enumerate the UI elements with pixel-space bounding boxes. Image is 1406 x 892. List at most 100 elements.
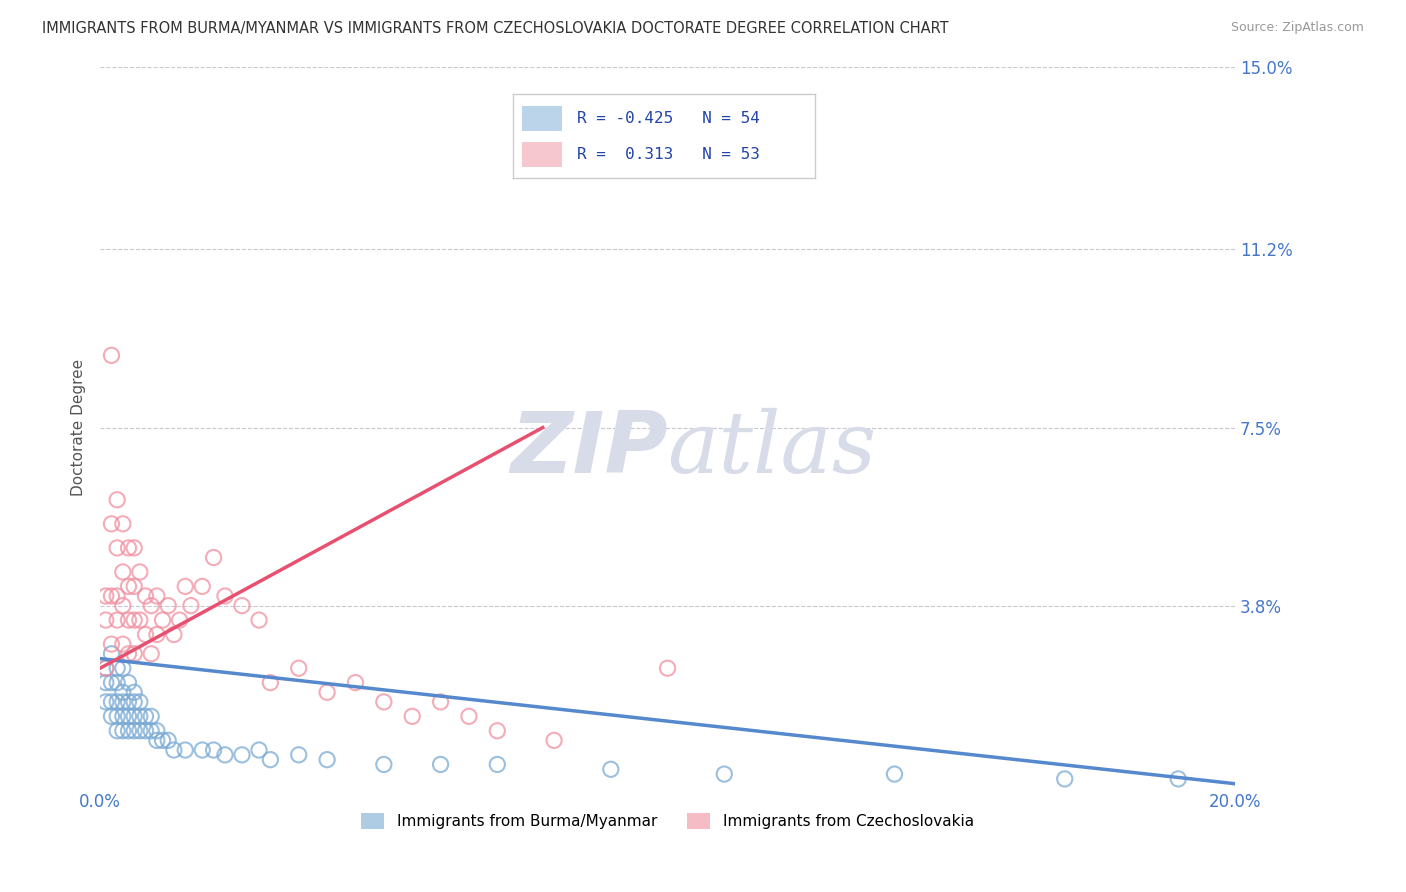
Point bbox=[100, 516, 122, 531]
Point bbox=[543, 733, 565, 747]
Text: R =  0.313   N = 53: R = 0.313 N = 53 bbox=[576, 147, 759, 162]
Point bbox=[373, 695, 395, 709]
Point bbox=[287, 747, 309, 762]
Point bbox=[117, 541, 139, 555]
Point bbox=[163, 627, 186, 641]
Point bbox=[111, 637, 134, 651]
Text: Source: ZipAtlas.com: Source: ZipAtlas.com bbox=[1230, 21, 1364, 34]
Point bbox=[135, 627, 157, 641]
Point bbox=[135, 709, 157, 723]
Y-axis label: Doctorate Degree: Doctorate Degree bbox=[72, 359, 86, 496]
Point bbox=[117, 675, 139, 690]
Point bbox=[128, 723, 150, 738]
Point bbox=[146, 627, 169, 641]
Point bbox=[141, 647, 163, 661]
Point bbox=[135, 589, 157, 603]
Point bbox=[111, 695, 134, 709]
Point bbox=[117, 695, 139, 709]
Point bbox=[122, 695, 145, 709]
Point bbox=[100, 637, 122, 651]
Point bbox=[247, 613, 270, 627]
Point bbox=[146, 589, 169, 603]
Point bbox=[259, 753, 281, 767]
Point bbox=[191, 743, 214, 757]
Point bbox=[316, 753, 339, 767]
Point bbox=[157, 733, 180, 747]
Point bbox=[287, 661, 309, 675]
Point bbox=[94, 589, 117, 603]
Point bbox=[191, 579, 214, 593]
Point bbox=[174, 743, 197, 757]
Point bbox=[117, 709, 139, 723]
Bar bbox=[522, 105, 561, 131]
Point bbox=[122, 613, 145, 627]
Point bbox=[883, 767, 905, 781]
Point bbox=[94, 675, 117, 690]
Point bbox=[105, 589, 128, 603]
Point bbox=[259, 675, 281, 690]
Point bbox=[214, 747, 236, 762]
Point bbox=[214, 589, 236, 603]
Point bbox=[122, 709, 145, 723]
Point bbox=[180, 599, 202, 613]
Point bbox=[174, 579, 197, 593]
Point bbox=[713, 767, 735, 781]
Text: R = -0.425   N = 54: R = -0.425 N = 54 bbox=[576, 111, 759, 126]
Point bbox=[486, 757, 509, 772]
Point bbox=[100, 348, 122, 362]
Point bbox=[94, 661, 117, 675]
Point bbox=[100, 589, 122, 603]
Point bbox=[122, 579, 145, 593]
Point bbox=[122, 647, 145, 661]
Point bbox=[105, 675, 128, 690]
Point bbox=[152, 733, 174, 747]
Point bbox=[169, 613, 191, 627]
Point bbox=[231, 747, 253, 762]
Point bbox=[94, 661, 117, 675]
Point bbox=[111, 661, 134, 675]
Point bbox=[202, 550, 225, 565]
Point bbox=[94, 613, 117, 627]
Point bbox=[486, 723, 509, 738]
Text: IMMIGRANTS FROM BURMA/MYANMAR VS IMMIGRANTS FROM CZECHOSLOVAKIA DOCTORATE DEGREE: IMMIGRANTS FROM BURMA/MYANMAR VS IMMIGRA… bbox=[42, 21, 949, 36]
Point bbox=[117, 647, 139, 661]
Bar bbox=[522, 142, 561, 168]
Point bbox=[100, 709, 122, 723]
Point bbox=[105, 661, 128, 675]
Point bbox=[146, 733, 169, 747]
Point bbox=[429, 757, 451, 772]
Point bbox=[117, 723, 139, 738]
Point bbox=[117, 579, 139, 593]
Point bbox=[373, 757, 395, 772]
Point bbox=[111, 516, 134, 531]
Text: ZIP: ZIP bbox=[510, 408, 668, 491]
Point bbox=[105, 613, 128, 627]
Point bbox=[94, 695, 117, 709]
Point bbox=[100, 647, 122, 661]
Point bbox=[105, 695, 128, 709]
Point bbox=[128, 565, 150, 579]
Point bbox=[429, 695, 451, 709]
Point bbox=[657, 661, 679, 675]
Point bbox=[105, 541, 128, 555]
Point bbox=[231, 599, 253, 613]
Point bbox=[599, 762, 621, 776]
Point bbox=[128, 613, 150, 627]
Point bbox=[152, 613, 174, 627]
Point bbox=[122, 723, 145, 738]
Point bbox=[202, 743, 225, 757]
Point bbox=[316, 685, 339, 699]
Point bbox=[111, 599, 134, 613]
Point bbox=[141, 723, 163, 738]
Point bbox=[401, 709, 423, 723]
Point bbox=[122, 685, 145, 699]
Point bbox=[163, 743, 186, 757]
Point bbox=[247, 743, 270, 757]
Point bbox=[111, 565, 134, 579]
Point bbox=[122, 541, 145, 555]
Point bbox=[111, 709, 134, 723]
Point bbox=[117, 613, 139, 627]
Text: atlas: atlas bbox=[668, 408, 877, 491]
Point bbox=[1167, 772, 1189, 786]
Point bbox=[128, 709, 150, 723]
